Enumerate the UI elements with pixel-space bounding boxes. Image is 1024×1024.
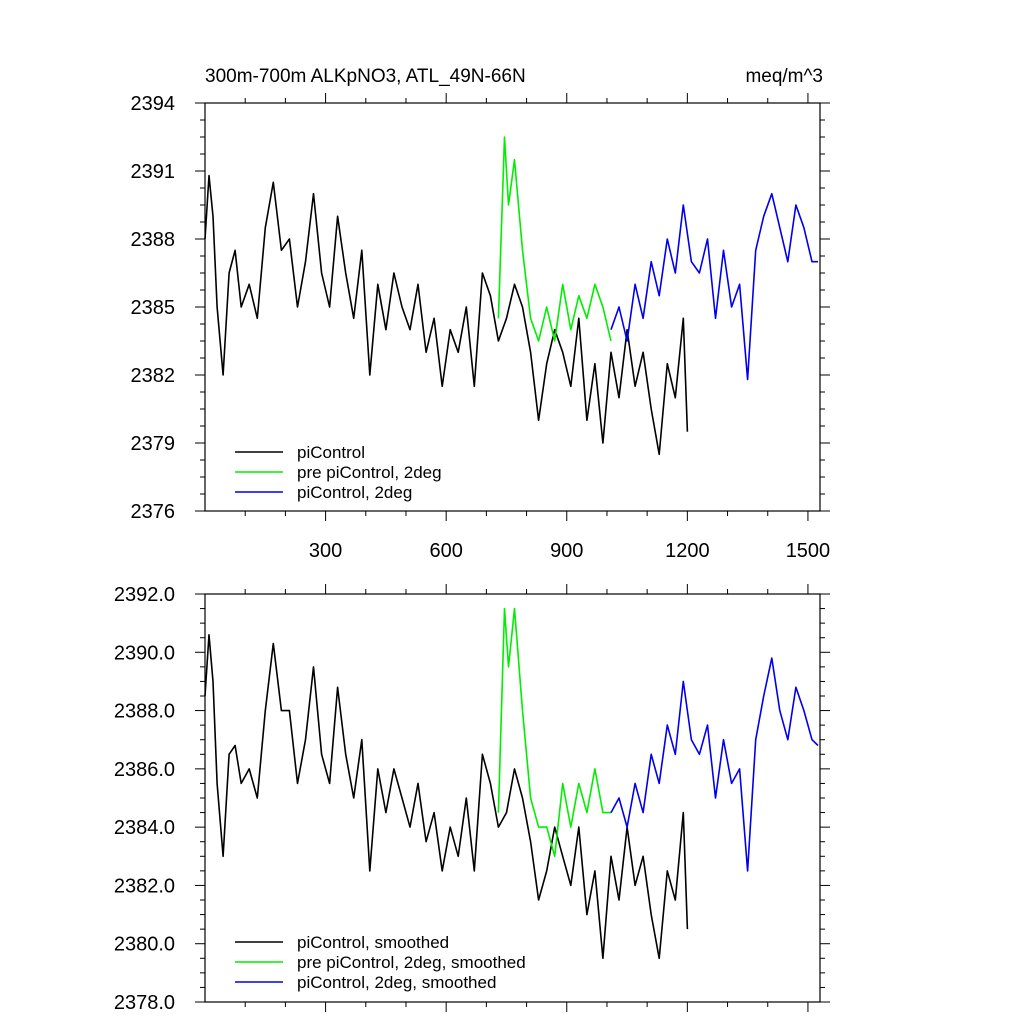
top-panel-units: meq/m^3 xyxy=(745,66,823,87)
y-tick-label-5: 2391 xyxy=(131,161,176,183)
y-tick-label-1: 2379 xyxy=(131,433,176,455)
x-tick-label-0: 300 xyxy=(309,540,342,562)
x-tick-label-4: 1500 xyxy=(786,540,831,562)
y-tick-label-2: 2382 xyxy=(131,365,176,387)
series-line-0 xyxy=(204,174,689,456)
series-line-1 xyxy=(497,136,612,342)
y-tick-label-1: 2380.0 xyxy=(114,934,175,956)
x-tick-label-2: 900 xyxy=(550,540,583,562)
x-tick-label-3: 1200 xyxy=(665,540,710,562)
y-tick-label-4: 2386.0 xyxy=(114,759,175,781)
y-tick-label-3: 2385 xyxy=(131,297,176,319)
bottom-panel: 2378.0 2380.0 2382.0 2384.0 2386.0 2388.0 2390… xyxy=(114,584,830,1014)
legend-label-0: piControl xyxy=(297,443,365,462)
legend-label-2: piControl, 2deg xyxy=(297,483,412,502)
top-panel-ticks: 300 600 900 1200 1500 2376 2379 2382 2385 2388 239… xyxy=(131,93,831,562)
y-tick-label-6: 2390.0 xyxy=(114,642,175,664)
series-line-2 xyxy=(610,657,819,872)
bottom-panel-ticks: 2378.0 2380.0 2382.0 2384.0 2386.0 2388.0 2390… xyxy=(114,584,830,1014)
y-tick-label-5: 2388.0 xyxy=(114,701,175,723)
y-tick-label-7: 2392.0 xyxy=(114,584,175,606)
series-line-2 xyxy=(610,192,818,381)
legend-label-1: pre piControl, 2deg xyxy=(297,463,442,482)
y-tick-label-0: 2378.0 xyxy=(114,992,175,1014)
y-tick-label-4: 2388 xyxy=(131,229,176,251)
top-panel-title: 300m-700m ALKpNO3, ATL_49N-66N xyxy=(205,66,526,87)
legend-label-0: piControl, smoothed xyxy=(297,933,449,952)
legend-label-1: pre piControl, 2deg, smoothed xyxy=(297,953,526,972)
legend-label-2: piControl, 2deg, smoothed xyxy=(297,973,496,992)
bottom-panel-series xyxy=(204,607,819,960)
top-panel-series xyxy=(204,136,818,456)
x-tick-label-1: 600 xyxy=(429,540,462,562)
y-tick-label-0: 2376 xyxy=(131,501,176,523)
y-tick-label-2: 2382.0 xyxy=(114,875,175,897)
y-tick-label-3: 2384.0 xyxy=(114,817,175,839)
y-tick-label-6: 2394 xyxy=(131,93,176,115)
series-line-0 xyxy=(204,633,689,960)
series-line-1 xyxy=(497,607,611,858)
top-panel: 300m-700m ALKpNO3, ATL_49N-66N meq/m^3 3… xyxy=(131,66,831,562)
